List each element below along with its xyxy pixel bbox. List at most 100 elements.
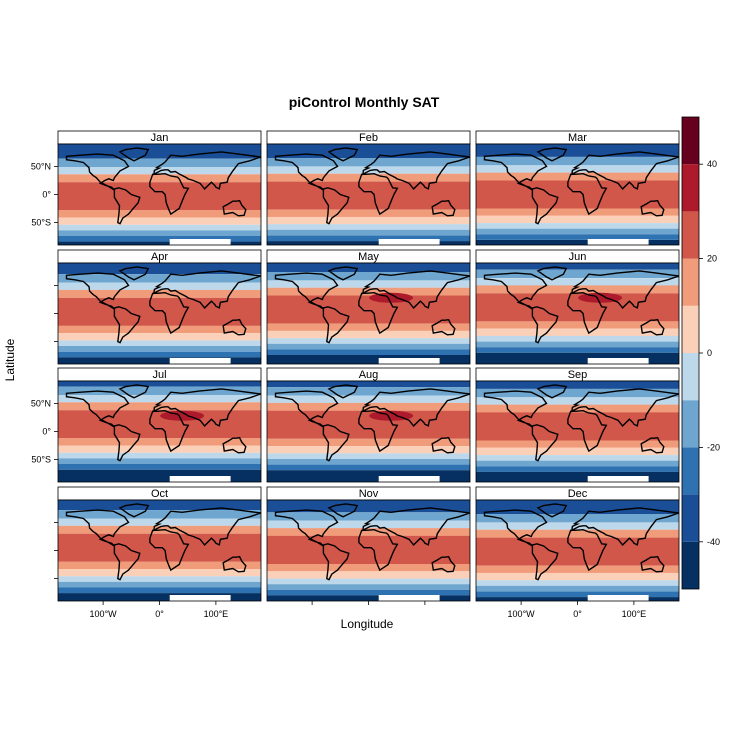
temp-band — [267, 224, 470, 230]
temp-band — [267, 216, 470, 225]
panel-map — [57, 380, 262, 483]
temp-band — [267, 235, 470, 242]
temp-band — [267, 158, 470, 167]
temp-band — [476, 500, 679, 514]
panel-map — [475, 143, 680, 246]
ice-patch — [378, 595, 440, 601]
coastline — [65, 503, 261, 581]
coastline — [483, 384, 679, 462]
temp-band — [267, 144, 470, 158]
temp-band — [58, 458, 261, 464]
panel-jun: Jun — [475, 249, 680, 365]
temp-band — [476, 263, 679, 270]
temp-band — [476, 529, 679, 538]
panel-sep: Sep — [475, 367, 680, 483]
temp-band — [267, 446, 470, 454]
colorbar-swatch — [682, 400, 699, 448]
panel-frame — [475, 380, 680, 483]
temp-band — [58, 593, 261, 601]
temp-band — [476, 293, 679, 322]
panel-map — [475, 380, 680, 483]
temp-band — [476, 522, 679, 530]
temp-band — [267, 323, 470, 331]
ice-patch — [378, 476, 440, 482]
y-tick-label: 50°N — [31, 161, 51, 171]
temp-band — [58, 587, 261, 594]
temp-band — [58, 510, 261, 519]
temp-band — [267, 181, 470, 210]
axes-ticks: 50°N 0° 50°S 50°N 0° 50°S 100°W 0° 100°E 100°W 0° 1… — [31, 161, 646, 619]
temp-band — [476, 597, 679, 601]
temp-band — [58, 410, 261, 439]
panel-title: Apr — [151, 251, 168, 263]
temp-band — [267, 330, 470, 339]
temp-band — [476, 352, 679, 364]
coastline — [65, 147, 261, 225]
temp-band — [476, 278, 679, 286]
coastline — [274, 266, 470, 344]
temp-band — [476, 321, 679, 329]
ice-patch — [587, 595, 649, 601]
temp-band — [58, 395, 261, 403]
temp-band — [58, 144, 261, 159]
temp-band — [476, 397, 679, 405]
panel-map — [266, 262, 471, 365]
panel-map — [266, 143, 471, 246]
temp-band — [267, 410, 470, 439]
panel-map — [475, 499, 680, 602]
colorbar-swatch — [682, 541, 699, 589]
temp-band — [58, 325, 261, 334]
colorbar: -40 -20 0 20 40 — [681, 116, 720, 590]
temp-band — [476, 215, 679, 224]
colorbar-swatch — [682, 447, 699, 495]
temp-band — [58, 182, 261, 211]
y-tick-label: 50°S — [31, 218, 51, 228]
coastline — [65, 266, 261, 344]
y-tick-label: 50°N — [31, 398, 51, 408]
temp-band — [267, 295, 470, 324]
panel-title: Jan — [151, 132, 169, 144]
panel-aug: Aug — [266, 367, 471, 483]
temp-band — [476, 285, 679, 294]
temp-band — [58, 210, 261, 218]
panel-title: Sep — [568, 369, 588, 381]
temp-band — [58, 174, 261, 183]
temp-band — [476, 172, 679, 181]
ice-patch — [169, 239, 231, 245]
temp-band — [476, 156, 679, 166]
y-tick-label: 50°S — [31, 455, 51, 465]
temp-band — [267, 578, 470, 585]
panel-dec: Dec — [475, 486, 680, 602]
ice-patch — [378, 358, 440, 364]
temp-band — [476, 440, 679, 448]
temp-band — [476, 460, 679, 467]
temp-band — [267, 272, 470, 281]
y-tick-label: 0° — [42, 190, 51, 200]
temp-band — [476, 572, 679, 581]
temp-band — [58, 351, 261, 358]
coastline — [483, 147, 679, 225]
temp-band — [267, 263, 470, 272]
x-tick-label: 100°W — [90, 609, 118, 619]
temp-band — [58, 282, 261, 290]
temp-band — [267, 355, 470, 364]
temp-band — [476, 388, 679, 398]
temp-band — [58, 274, 261, 283]
colorbar-tick-label: -40 — [707, 537, 720, 547]
temp-band — [267, 589, 470, 596]
temp-band — [476, 537, 679, 566]
temp-band — [476, 412, 679, 441]
panel-grid: Jan Feb Mar Apr May Jun Jul Aug Sep Oct Nov Dec — [57, 130, 680, 602]
temp-band — [267, 402, 470, 411]
temp-band — [267, 528, 470, 536]
temp-band — [267, 173, 470, 182]
temp-band — [267, 338, 470, 344]
temp-band — [267, 535, 470, 564]
temp-band — [58, 386, 261, 395]
colorbar-swatch — [682, 258, 699, 306]
y-axis-label: Latitude — [3, 338, 17, 381]
temp-band — [476, 381, 679, 389]
temp-band — [476, 447, 679, 456]
temp-band — [476, 240, 679, 245]
temp-band — [267, 343, 470, 350]
